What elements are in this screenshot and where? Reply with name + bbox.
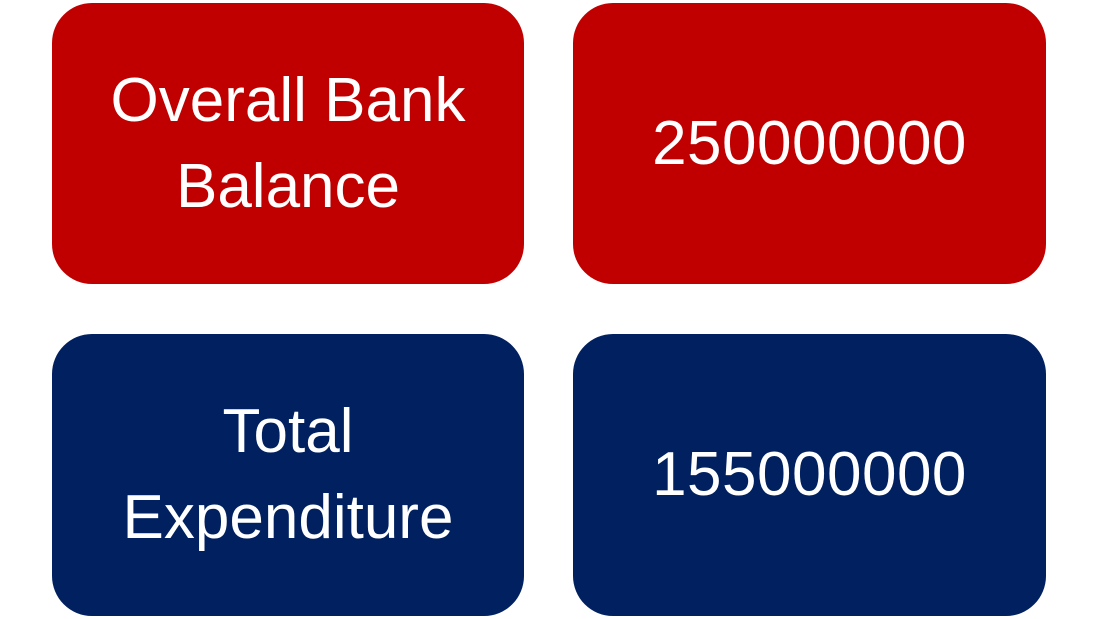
total-expenditure-value: 155000000	[652, 440, 967, 510]
bank-balance-label: Overall Bank Balance	[111, 58, 466, 230]
bank-balance-label-tile: Overall Bank Balance	[52, 3, 524, 284]
total-expenditure-value-tile: 155000000	[573, 334, 1046, 616]
total-expenditure-label-tile: Total Expenditure	[52, 334, 524, 616]
total-expenditure-label: Total Expenditure	[123, 389, 454, 561]
bank-balance-value: 250000000	[652, 109, 967, 179]
bank-balance-value-tile: 250000000	[573, 3, 1046, 284]
